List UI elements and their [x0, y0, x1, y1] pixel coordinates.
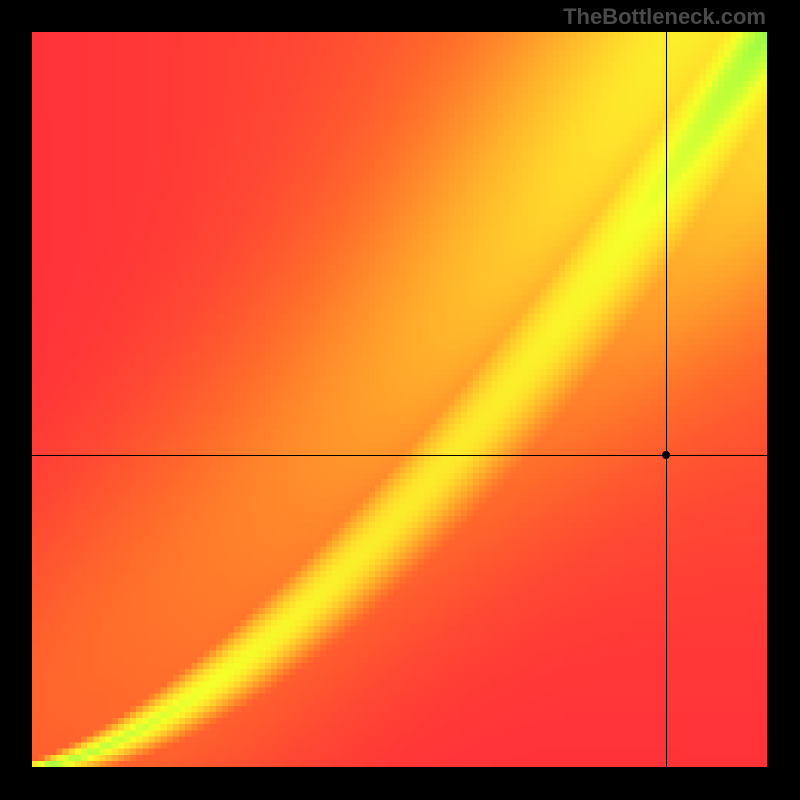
crosshair-horizontal [32, 455, 767, 456]
chart-container: TheBottleneck.com [0, 0, 800, 800]
watermark-text: TheBottleneck.com [563, 4, 766, 30]
crosshair-vertical [666, 32, 667, 767]
bottleneck-heatmap [32, 32, 767, 767]
selection-marker [662, 451, 670, 459]
